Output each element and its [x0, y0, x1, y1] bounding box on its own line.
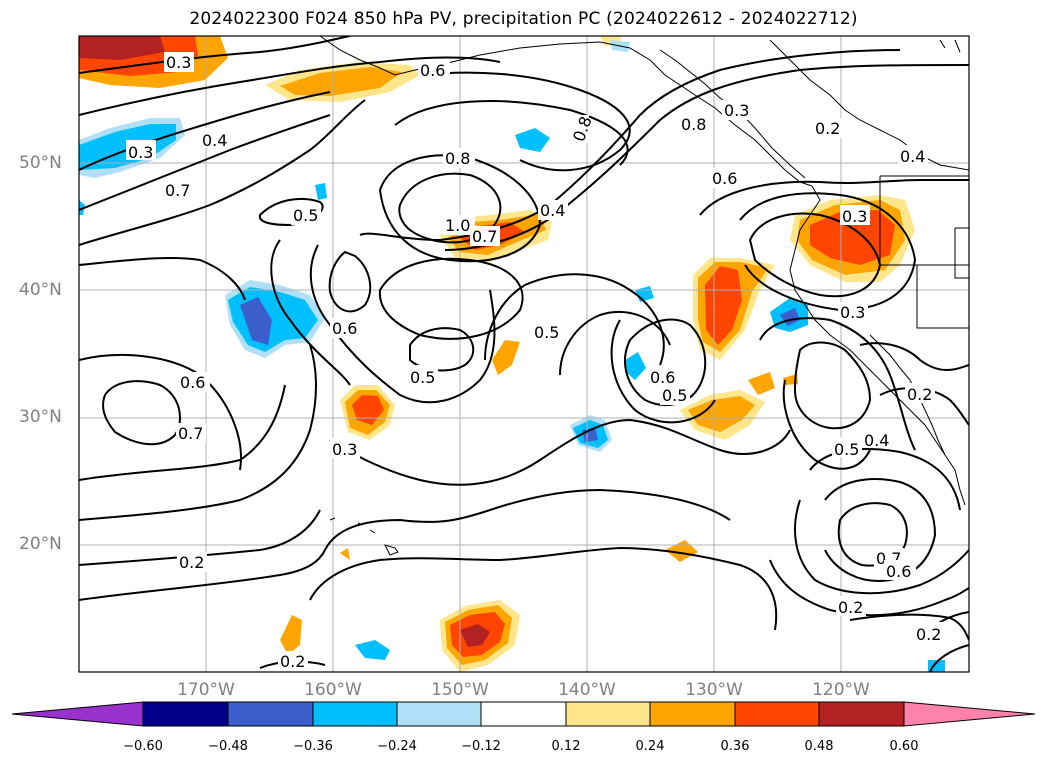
contour-label: 0.2 [280, 652, 305, 671]
colorbar-tick-label: 0.48 [804, 739, 834, 754]
contour-label: 0.5 [293, 206, 318, 225]
lat-label: 30°N [19, 407, 62, 427]
contour-label: 0.5 [534, 323, 559, 342]
lon-label: 160°W [304, 680, 362, 700]
contour-label: 0.3 [842, 207, 867, 226]
contour-label: 0.3 [332, 440, 357, 459]
contour-label: 0.8 [445, 149, 470, 168]
colorbar-tick-label: 0.36 [720, 739, 750, 754]
contour-label: 0.7 [165, 181, 190, 200]
contour-label: 0.6 [180, 373, 205, 392]
colorbar-tick-label: −0.12 [461, 739, 501, 754]
colorbar-tick-label: −0.24 [377, 739, 417, 754]
contour-label: 0.6 [332, 319, 357, 338]
contour-label: 0.2 [838, 598, 863, 617]
contour-label: 0.6 [712, 169, 737, 188]
contour-label: 0.2 [907, 385, 932, 404]
contour-label: 0.6 [650, 368, 675, 387]
lon-label: 170°W [177, 680, 235, 700]
contour-label: 0.8 [681, 115, 706, 134]
colorbar-extend-high [903, 701, 1036, 727]
lat-label: 20°N [19, 534, 62, 554]
contour-label: 0.3 [840, 303, 865, 322]
contour-label: 0.3 [724, 101, 749, 120]
contour-label: 0.5 [834, 440, 859, 459]
contour-label: 0.3 [128, 143, 153, 162]
colorbar-tick-label: 0.24 [635, 739, 665, 754]
contour-labels: 0.3 0.6 0.4 0.3 0.7 0.8 0.8 0.5 0.5 0.3 … [126, 52, 944, 671]
colorbar-tick-label: −0.36 [293, 739, 333, 754]
contour-label: 0.2 [179, 553, 204, 572]
contour-label: 0.4 [900, 147, 925, 166]
contour-label: 0.5 [662, 386, 687, 405]
lat-label: 40°N [19, 280, 62, 300]
colorbar-tick-label: 0.60 [889, 739, 919, 754]
colorbar-tick-label: −0.48 [208, 739, 248, 754]
contour-label: 0.6 [420, 61, 445, 80]
lon-label: 130°W [685, 680, 743, 700]
contour-label: 0.5 [410, 368, 435, 387]
colorbar-extend-low [11, 701, 144, 727]
contour-label: 0.4 [864, 431, 889, 450]
colorbar-tick-label: −0.60 [123, 739, 163, 754]
lon-label: 120°W [812, 680, 870, 700]
plot-frame [78, 35, 970, 673]
map-title: 2024022300 F024 850 hPa PV, precipitatio… [189, 9, 858, 29]
contour-label: 0.4 [540, 201, 565, 220]
contour-label: 0.2 [815, 119, 840, 138]
contour-label: 1.0 [445, 216, 470, 235]
contour-label: 0.3 [166, 53, 191, 72]
colorbar-tick-label: 0.12 [551, 739, 581, 754]
lon-label: 150°W [431, 680, 489, 700]
contour-label: 0.6 [886, 562, 911, 581]
lon-label: 140°W [558, 680, 616, 700]
contour-label: 0.2 [916, 625, 941, 644]
colorbar [11, 701, 1036, 727]
lat-label: 50°N [19, 153, 62, 173]
contour-label: 0.7 [178, 424, 203, 443]
contour-label: 0.7 [472, 227, 497, 246]
contour-label: 0.4 [202, 131, 227, 150]
